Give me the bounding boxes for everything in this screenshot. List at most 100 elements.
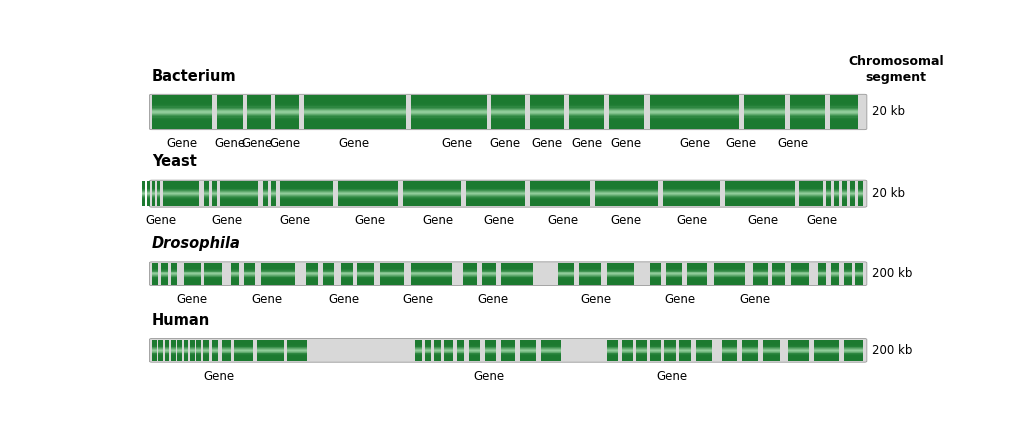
Bar	[485, 357, 497, 358]
Bar	[501, 353, 515, 354]
Bar	[443, 358, 454, 359]
Bar	[380, 273, 404, 274]
Bar	[829, 104, 858, 105]
Bar	[304, 128, 406, 129]
Bar	[679, 356, 691, 357]
Bar	[772, 264, 785, 265]
Bar	[257, 350, 284, 351]
Bar	[338, 181, 397, 206]
Bar	[622, 339, 633, 340]
Bar	[463, 267, 477, 268]
Bar	[274, 104, 299, 105]
Bar	[469, 349, 480, 350]
Bar	[443, 352, 454, 353]
Bar	[183, 272, 201, 273]
Bar	[636, 339, 647, 361]
Bar	[742, 341, 758, 342]
Bar	[212, 183, 217, 184]
Bar	[165, 339, 169, 361]
Bar	[163, 184, 200, 185]
Bar	[183, 347, 188, 348]
Bar	[696, 351, 712, 352]
Bar	[287, 339, 307, 361]
Bar	[263, 185, 267, 186]
Bar	[666, 282, 682, 283]
Bar	[501, 276, 532, 277]
Bar	[595, 195, 658, 196]
Bar	[558, 276, 574, 277]
Bar	[234, 343, 253, 344]
Bar	[457, 350, 465, 351]
Bar	[306, 277, 318, 278]
Bar	[485, 356, 497, 357]
Bar	[338, 193, 397, 194]
Bar	[579, 273, 601, 274]
Bar	[636, 359, 647, 360]
Bar	[722, 339, 737, 361]
Bar	[270, 201, 275, 202]
Bar	[338, 199, 397, 200]
Bar	[212, 189, 217, 190]
Bar	[725, 182, 795, 183]
Bar	[457, 357, 465, 358]
Bar	[790, 103, 824, 104]
Bar	[457, 347, 465, 348]
Bar	[443, 353, 454, 354]
Bar	[270, 202, 275, 203]
Bar	[411, 112, 486, 113]
Bar	[304, 107, 406, 109]
Bar	[844, 283, 852, 284]
Bar	[163, 193, 200, 194]
Bar	[663, 196, 720, 197]
Bar	[622, 353, 633, 354]
Bar	[663, 204, 720, 205]
Bar	[607, 349, 618, 350]
Bar	[434, 349, 440, 350]
Bar	[826, 194, 831, 195]
Bar	[650, 278, 662, 279]
Bar	[595, 185, 658, 186]
Bar	[274, 99, 299, 100]
Bar	[800, 205, 823, 206]
Bar	[203, 350, 209, 351]
Bar	[636, 358, 647, 359]
Bar	[157, 193, 160, 194]
Bar	[742, 347, 758, 348]
Bar	[501, 271, 532, 272]
Bar	[482, 273, 497, 274]
Bar	[814, 342, 839, 343]
Bar	[679, 355, 691, 356]
Bar	[244, 265, 255, 266]
Bar	[482, 275, 497, 276]
Bar	[579, 263, 601, 284]
Bar	[858, 182, 863, 183]
Bar	[425, 355, 431, 356]
Bar	[763, 339, 780, 361]
Bar	[274, 97, 299, 99]
Bar	[665, 355, 676, 356]
Bar	[152, 266, 158, 267]
Bar	[650, 125, 739, 126]
Bar	[788, 341, 809, 342]
Bar	[772, 266, 785, 267]
Bar	[743, 120, 785, 121]
Bar	[204, 201, 209, 202]
Bar	[529, 191, 590, 192]
Bar	[696, 359, 712, 360]
Bar	[850, 205, 855, 206]
Bar	[541, 348, 561, 349]
Bar	[636, 351, 647, 352]
Bar	[411, 105, 486, 107]
Bar	[520, 352, 536, 353]
Bar	[171, 267, 177, 268]
Bar	[257, 346, 284, 347]
Bar	[792, 272, 809, 273]
Bar	[177, 360, 182, 361]
Bar	[492, 128, 525, 129]
Text: Gene: Gene	[531, 137, 562, 150]
Bar	[443, 342, 454, 343]
Bar	[183, 357, 188, 358]
Bar	[380, 281, 404, 282]
Bar	[636, 349, 647, 350]
Bar	[270, 194, 275, 195]
